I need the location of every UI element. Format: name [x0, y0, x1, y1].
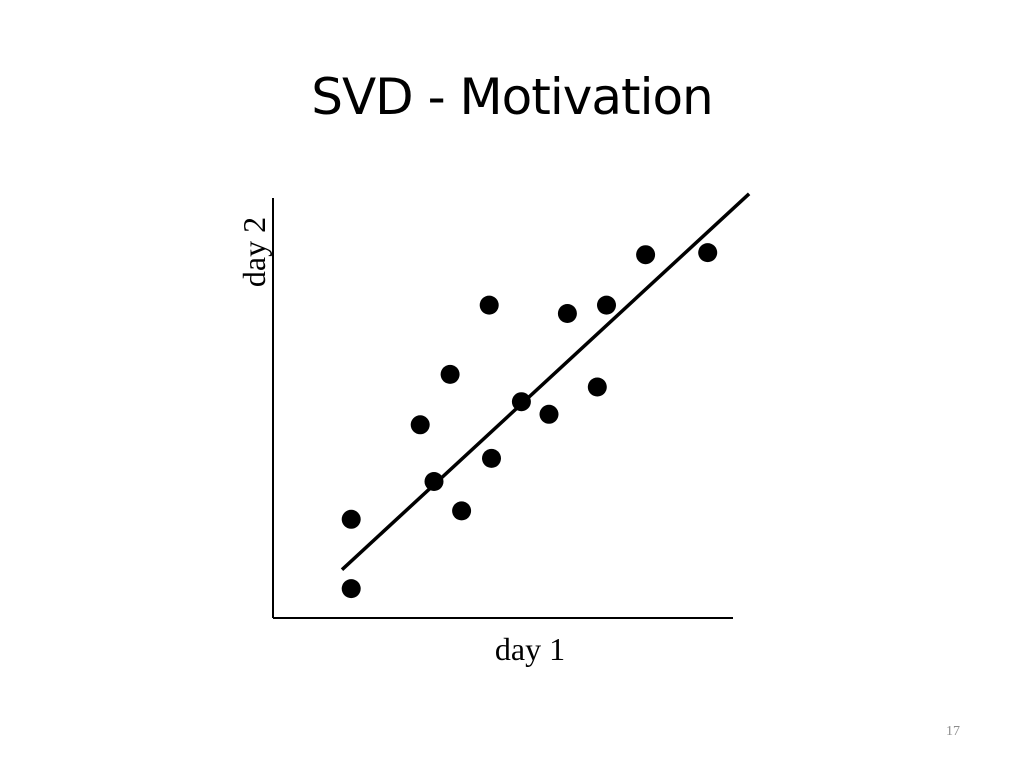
y-axis-label: day 2 — [236, 217, 272, 287]
data-point-7 — [479, 295, 499, 315]
data-point-9 — [511, 392, 531, 412]
data-points — [341, 243, 718, 599]
data-point-15 — [698, 243, 718, 263]
data-point-8 — [482, 448, 501, 468]
data-point-4 — [424, 472, 444, 491]
data-point-10 — [539, 404, 559, 424]
data-point-5 — [440, 364, 460, 384]
x-axis-label: day 1 — [495, 631, 565, 667]
data-point-1 — [341, 579, 361, 599]
data-point-2 — [341, 509, 361, 529]
data-point-3 — [410, 415, 430, 435]
data-point-12 — [587, 377, 607, 397]
slide-title: SVD - Motivation — [311, 68, 714, 126]
data-point-11 — [557, 304, 577, 323]
data-point-6 — [452, 501, 472, 521]
regression-line — [340, 192, 751, 571]
data-point-14 — [636, 245, 656, 265]
page-number: 17 — [946, 724, 960, 739]
plot-area — [272, 192, 751, 619]
data-point-13 — [597, 295, 616, 315]
